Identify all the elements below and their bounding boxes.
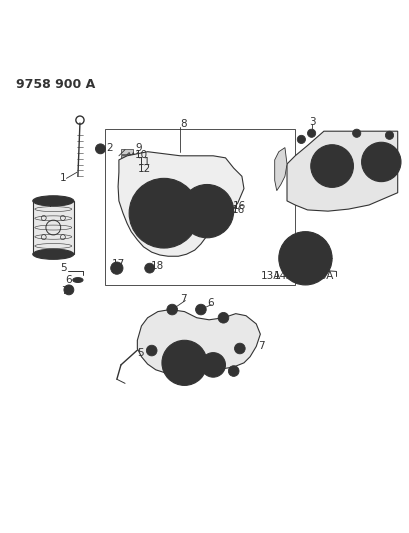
Text: 7: 7 — [258, 342, 264, 351]
Circle shape — [297, 135, 305, 143]
Text: 7: 7 — [61, 286, 68, 296]
Bar — [121, 149, 133, 154]
Bar — [121, 155, 126, 160]
Ellipse shape — [278, 232, 331, 285]
Text: 15A: 15A — [288, 271, 308, 280]
Circle shape — [200, 353, 225, 377]
Polygon shape — [118, 152, 243, 256]
Circle shape — [307, 129, 315, 138]
Circle shape — [129, 179, 198, 248]
Bar — [33, 201, 74, 254]
Text: 13A: 13A — [260, 271, 280, 280]
Text: 5: 5 — [137, 348, 144, 358]
Circle shape — [180, 184, 233, 238]
Text: 8: 8 — [180, 119, 187, 129]
Circle shape — [218, 312, 228, 323]
Polygon shape — [137, 310, 260, 374]
Text: 13: 13 — [168, 191, 181, 201]
Text: 9758 900 A: 9758 900 A — [16, 78, 95, 91]
Circle shape — [144, 263, 154, 273]
Circle shape — [162, 340, 207, 385]
Text: 16: 16 — [231, 205, 244, 215]
Text: 14A: 14A — [273, 271, 294, 280]
Text: 3: 3 — [309, 117, 315, 127]
Text: 15: 15 — [211, 215, 225, 225]
Text: 18: 18 — [151, 261, 164, 271]
Text: 7: 7 — [180, 294, 187, 304]
Circle shape — [146, 345, 157, 356]
Ellipse shape — [33, 249, 74, 260]
Text: 16A: 16A — [313, 271, 333, 280]
Polygon shape — [286, 131, 397, 211]
Circle shape — [384, 131, 393, 140]
Circle shape — [195, 304, 206, 315]
Text: 12: 12 — [137, 164, 150, 174]
Circle shape — [95, 144, 105, 154]
Text: 6: 6 — [65, 275, 71, 285]
Circle shape — [297, 250, 313, 266]
Ellipse shape — [72, 278, 83, 282]
Circle shape — [166, 304, 177, 315]
Circle shape — [352, 129, 360, 138]
Text: 14: 14 — [194, 211, 207, 221]
Circle shape — [310, 145, 353, 188]
Circle shape — [64, 285, 74, 295]
Text: 2: 2 — [106, 143, 113, 152]
Text: 6: 6 — [207, 298, 213, 309]
Text: 5: 5 — [61, 263, 67, 273]
Text: 16: 16 — [232, 201, 245, 211]
Ellipse shape — [33, 196, 74, 206]
Polygon shape — [274, 148, 286, 191]
Text: 9: 9 — [135, 143, 142, 153]
Text: 4: 4 — [45, 199, 52, 209]
Text: 10: 10 — [134, 150, 147, 160]
Circle shape — [228, 366, 238, 376]
Text: 1: 1 — [59, 173, 66, 183]
Text: 17: 17 — [111, 259, 124, 269]
Circle shape — [234, 343, 245, 354]
Text: 11: 11 — [137, 157, 151, 167]
Circle shape — [110, 262, 123, 274]
Circle shape — [361, 142, 400, 182]
